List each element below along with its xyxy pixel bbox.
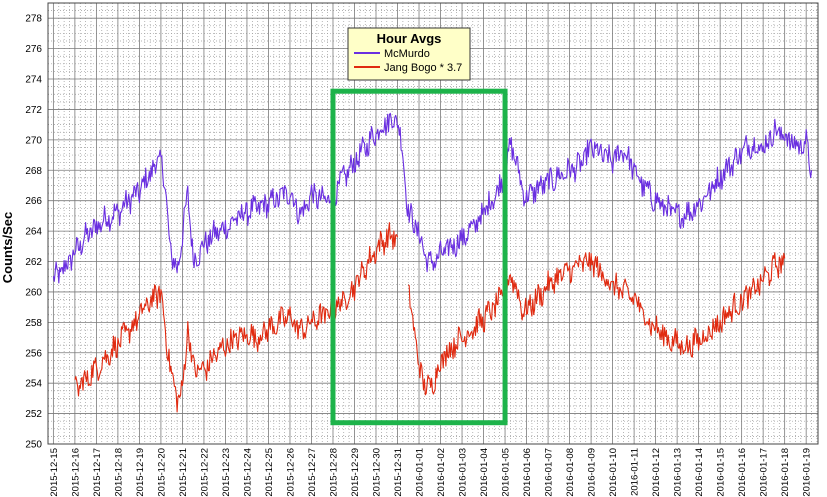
x-tick-label: 2016-01-03 bbox=[458, 448, 469, 497]
y-tick-label: 264 bbox=[25, 227, 42, 238]
x-tick-label: 2015-12-18 bbox=[113, 448, 124, 497]
x-tick-label: 2016-01-08 bbox=[565, 448, 576, 497]
x-tick-label: 2015-12-30 bbox=[372, 448, 383, 497]
y-axis: 250 252 254 256 258 260 262 264 266 268 270 272 274 2… bbox=[25, 14, 42, 451]
y-tick-label: 278 bbox=[25, 14, 42, 25]
x-tick-label: 2015-12-20 bbox=[156, 448, 167, 497]
x-tick-label: 2016-01-10 bbox=[608, 448, 619, 497]
y-tick-label: 258 bbox=[25, 318, 42, 329]
x-tick-label: 2015-12-16 bbox=[70, 448, 81, 497]
y-tick-label: 254 bbox=[25, 379, 42, 390]
x-tick-label: 2015-12-21 bbox=[178, 448, 189, 497]
series-line-jang-bogo bbox=[407, 252, 786, 396]
y-tick-label: 272 bbox=[25, 105, 42, 116]
x-tick-label: 2015-12-17 bbox=[92, 448, 103, 497]
x-tick-label: 2016-01-14 bbox=[694, 448, 705, 497]
x-tick-label: 2015-12-26 bbox=[285, 448, 296, 497]
x-tick-label: 2016-01-12 bbox=[651, 448, 662, 497]
series-line-jang-bogo bbox=[74, 222, 399, 413]
x-tick-label: 2016-01-17 bbox=[759, 448, 770, 497]
x-tick-label: 2016-01-07 bbox=[544, 448, 555, 497]
series-line-mcmurdo bbox=[52, 112, 813, 284]
x-tick-label: 2015-12-25 bbox=[264, 448, 275, 497]
y-tick-label: 250 bbox=[25, 440, 42, 451]
y-tick-label: 274 bbox=[25, 75, 42, 86]
x-tick-label: 2016-01-13 bbox=[673, 448, 684, 497]
plot-border bbox=[47, 2, 819, 445]
x-tick-label: 2015-12-28 bbox=[328, 448, 339, 497]
y-tick-label: 268 bbox=[25, 166, 42, 177]
x-tick-label: 2015-12-23 bbox=[221, 448, 232, 497]
y-tick-label: 260 bbox=[25, 287, 42, 298]
legend-title: Hour Avgs bbox=[377, 31, 442, 46]
y-tick-label: 256 bbox=[25, 348, 42, 359]
x-tick-label: 2016-01-02 bbox=[436, 448, 447, 497]
highlight-box bbox=[330, 88, 508, 426]
x-tick-label: 2016-01-09 bbox=[587, 448, 598, 497]
plot-frame bbox=[47, 2, 819, 445]
x-tick-label: 2016-01-05 bbox=[501, 448, 512, 497]
y-tick-label: 252 bbox=[25, 409, 42, 420]
x-tick-label: 2015-12-22 bbox=[199, 448, 210, 497]
x-tick-label: 2016-01-18 bbox=[780, 448, 791, 497]
series-layer bbox=[52, 112, 813, 413]
x-tick-label: 2016-01-04 bbox=[479, 448, 490, 497]
x-axis: 2015-12-15 2015-12-16 2015-12-17 2015-12-18… bbox=[49, 448, 813, 497]
x-tick-label: 2015-12-24 bbox=[242, 448, 253, 497]
x-tick-label: 2016-01-16 bbox=[737, 448, 748, 497]
x-tick-label: 2016-01-11 bbox=[630, 448, 641, 496]
legend: Hour Avgs McMurdo Jang Bogo * 3.7 bbox=[347, 27, 471, 81]
x-tick-label: 2016-01-19 bbox=[802, 448, 813, 497]
legend-label-jang-bogo: Jang Bogo * 3.7 bbox=[384, 62, 462, 74]
legend-label-mcmurdo: McMurdo bbox=[384, 48, 430, 60]
x-tick-label: 2015-12-27 bbox=[307, 448, 318, 497]
y-tick-label: 262 bbox=[25, 257, 42, 268]
x-tick-label: 2016-01-15 bbox=[716, 448, 727, 497]
x-tick-label: 2015-12-31 bbox=[393, 448, 404, 497]
x-tick-label: 2016-01-01 bbox=[415, 448, 426, 497]
y-tick-label: 266 bbox=[25, 196, 42, 207]
y-tick-label: 270 bbox=[25, 135, 42, 146]
y-axis-label: Counts/Sec bbox=[0, 212, 15, 284]
y-tick-label: 276 bbox=[25, 44, 42, 55]
x-tick-label: 2016-01-06 bbox=[522, 448, 533, 497]
x-tick-label: 2015-12-29 bbox=[350, 448, 361, 497]
annotation-layer bbox=[330, 88, 508, 426]
x-tick-label: 2015-12-15 bbox=[49, 448, 60, 497]
x-tick-label: 2015-12-19 bbox=[135, 448, 146, 497]
